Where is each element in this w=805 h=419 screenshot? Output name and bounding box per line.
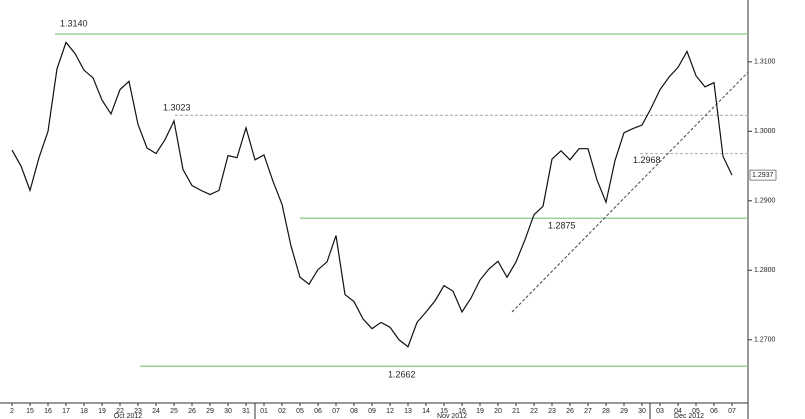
x-tick-label: 15 [440,408,448,415]
x-tick-label: 22 [530,408,538,415]
x-tick-label: 01 [260,408,268,415]
x-tick-label: 05 [692,408,700,415]
x-tick-label: 09 [368,408,376,415]
x-tick-label: 21 [512,408,520,415]
x-tick-label: 20 [494,408,502,415]
y-tick-label: 1.2700 [754,337,776,344]
x-tick-label: 24 [152,408,160,415]
x-tick-label: 06 [710,408,718,415]
x-tick-label: 29 [206,408,214,415]
month-label: Oct 2012 [114,413,143,419]
x-tick-label: 07 [728,408,736,415]
month-label: Dec 2012 [674,413,704,419]
price-line [11,41,733,348]
last-price-label: 1.2937 [752,172,774,179]
y-tick-label: 1.3000 [754,128,776,135]
x-tick-label: 13 [404,408,412,415]
x-tick-label: 06 [314,408,322,415]
x-tick-label: 05 [296,408,304,415]
month-label: Nov 2012 [437,413,467,419]
level-label: 1.3140 [60,18,88,28]
trendline [511,71,749,313]
x-tick-label: 23 [548,408,556,415]
x-tick-label: 08 [350,408,358,415]
x-tick-label: 03 [656,408,664,415]
x-tick-label: 16 [44,408,52,415]
x-tick-label: 2 [10,408,14,415]
x-tick-label: 19 [98,408,106,415]
x-tick-label: 30 [638,408,646,415]
x-tick-label: 14 [422,408,430,415]
y-tick-label: 1.2800 [754,267,776,274]
y-tick-label: 1.2900 [754,198,776,205]
last-price-box [749,169,777,181]
x-tick-label: 07 [332,408,340,415]
x-tick-label: 22 [116,408,124,415]
level-label: 1.2875 [548,221,576,231]
x-tick-label: 23 [134,408,142,415]
x-tick-label: 02 [278,408,286,415]
level-label: 1.2662 [388,370,416,380]
x-tick-label: 04 [674,408,682,415]
x-tick-label: 17 [62,408,70,415]
level-label: 1.2968 [633,155,661,165]
x-tick-label: 12 [386,408,394,415]
x-tick-label: 27 [584,408,592,415]
x-tick-label: 18 [80,408,88,415]
x-tick-label: 16 [458,408,466,415]
x-tick-label: 31 [242,408,250,415]
x-tick-label: 25 [170,408,178,415]
x-tick-label: 15 [26,408,34,415]
x-tick-label: 19 [476,408,484,415]
x-tick-label: 29 [620,408,628,415]
x-tick-label: 26 [566,408,574,415]
x-tick-label: 28 [602,408,610,415]
x-tick-label: 26 [188,408,196,415]
level-label: 1.3023 [163,103,191,113]
x-tick-label: 30 [224,408,232,415]
y-tick-label: 1.3100 [754,59,776,66]
